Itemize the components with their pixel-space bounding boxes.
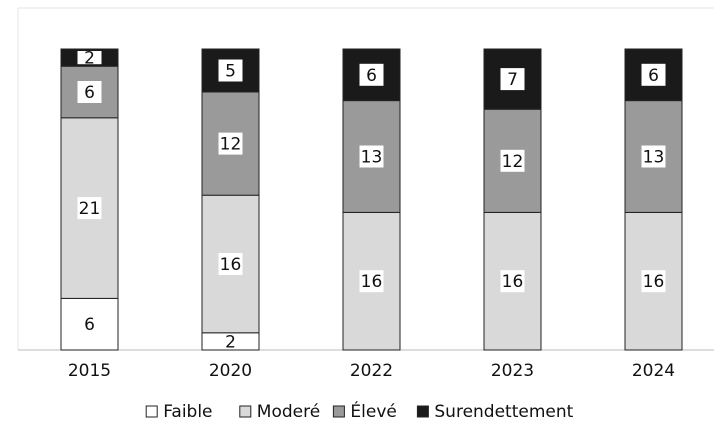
bar-segment bbox=[201, 194, 260, 334]
data-label: 21 bbox=[79, 199, 101, 219]
label-box bbox=[359, 145, 384, 168]
label-box bbox=[77, 51, 102, 65]
x-tick-label: 2015 bbox=[68, 361, 111, 381]
data-label: 16 bbox=[502, 272, 524, 292]
data-label: 12 bbox=[502, 152, 524, 172]
label-box bbox=[641, 145, 666, 168]
legend-swatch bbox=[239, 405, 252, 418]
data-label: 13 bbox=[643, 148, 665, 168]
data-label: 7 bbox=[507, 70, 518, 90]
data-label: 6 bbox=[648, 66, 659, 86]
data-label: 16 bbox=[643, 272, 665, 292]
label-box bbox=[359, 63, 384, 86]
label-box bbox=[77, 81, 102, 103]
data-label: 6 bbox=[366, 66, 377, 86]
x-tick-label: 2024 bbox=[632, 361, 675, 381]
bar-segment bbox=[60, 117, 119, 299]
data-label: 2 bbox=[225, 332, 236, 352]
legend-swatch bbox=[332, 405, 345, 418]
data-label: 6 bbox=[84, 315, 95, 335]
legend-label: Moderé bbox=[257, 402, 320, 422]
label-box bbox=[359, 270, 384, 293]
legend-swatch bbox=[416, 405, 429, 418]
legend-label: Faible bbox=[163, 402, 212, 422]
label-box bbox=[500, 270, 525, 293]
label-box bbox=[218, 334, 243, 348]
label-box bbox=[77, 313, 102, 336]
data-label: 6 bbox=[84, 83, 95, 103]
data-label: 13 bbox=[361, 148, 383, 168]
data-label: 12 bbox=[220, 135, 242, 155]
x-tick-label: 2020 bbox=[209, 361, 252, 381]
x-tick-label: 2023 bbox=[491, 361, 534, 381]
label-box bbox=[500, 68, 525, 91]
x-tick-label: 2022 bbox=[350, 361, 393, 381]
data-label: 5 bbox=[225, 62, 236, 82]
label-box bbox=[77, 197, 102, 220]
label-box bbox=[218, 132, 243, 155]
data-label: 16 bbox=[220, 255, 242, 275]
label-box bbox=[500, 149, 525, 172]
data-label: 16 bbox=[361, 272, 383, 292]
label-box bbox=[218, 253, 243, 275]
label-box bbox=[218, 59, 243, 82]
data-label: 2 bbox=[84, 49, 95, 69]
legend-label: Surendettement bbox=[434, 402, 573, 422]
legend-label: Élevé bbox=[350, 400, 396, 422]
legend-swatch bbox=[145, 405, 158, 418]
label-box bbox=[641, 63, 666, 86]
label-box bbox=[641, 270, 666, 293]
